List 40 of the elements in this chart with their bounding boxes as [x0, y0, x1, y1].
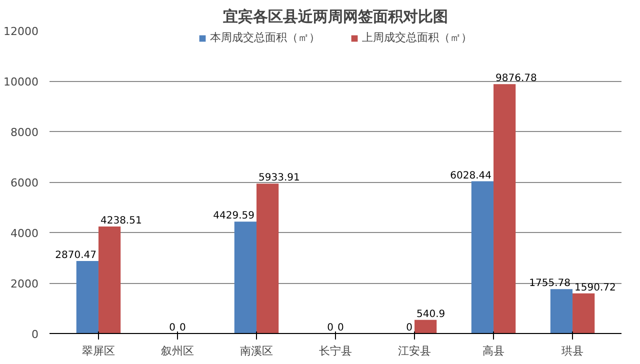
bar — [572, 293, 595, 334]
data-label: 9876.78 — [496, 73, 537, 84]
data-label: 5933.91 — [258, 172, 300, 184]
bar — [471, 181, 494, 334]
data-label: 2870.47 — [55, 250, 96, 262]
bar — [550, 289, 573, 334]
bar — [98, 226, 121, 334]
x-tick-label: 珙县 — [562, 344, 584, 358]
x-tick-label: 南溪区 — [240, 344, 273, 358]
bar — [494, 84, 516, 334]
data-label: 0 — [327, 322, 334, 334]
bar — [414, 320, 437, 334]
data-label: 0 — [169, 322, 176, 334]
y-tick-label: 8000 — [10, 126, 39, 139]
y-tick-label: 6000 — [10, 176, 39, 190]
data-label: 1755.78 — [529, 278, 571, 290]
x-tick-label: 叙州区 — [160, 344, 194, 358]
x-tick-label: 翠屏区 — [82, 344, 115, 358]
data-label: 0 — [406, 322, 413, 334]
legend-label: 本周成交总面积（㎡） — [210, 30, 320, 45]
data-label: 1590.72 — [574, 282, 616, 294]
bar — [256, 184, 279, 334]
y-tick-label: 12000 — [4, 25, 39, 38]
y-tick-label: 0 — [32, 328, 38, 341]
chart-title: 宜宾各区县近两周网签面积对比图 — [223, 8, 448, 26]
data-label: 0 — [338, 322, 344, 334]
y-tick-label: 4000 — [10, 227, 39, 240]
data-label: 4238.51 — [100, 215, 142, 226]
x-tick-label: 江安县 — [398, 344, 432, 358]
x-tick-label: 高县 — [482, 344, 505, 358]
legend-label: 上周成交总面积（㎡） — [362, 30, 472, 45]
data-label: 4429.59 — [213, 210, 254, 222]
x-tick-label: 长宁县 — [319, 344, 352, 358]
data-label: 540.9 — [416, 308, 446, 320]
bar — [76, 261, 98, 334]
y-tick-label: 10000 — [4, 76, 39, 88]
data-label: 6028.44 — [450, 170, 492, 182]
bar — [234, 222, 256, 334]
y-tick-label: 2000 — [10, 278, 39, 290]
data-label: 0 — [179, 322, 186, 334]
